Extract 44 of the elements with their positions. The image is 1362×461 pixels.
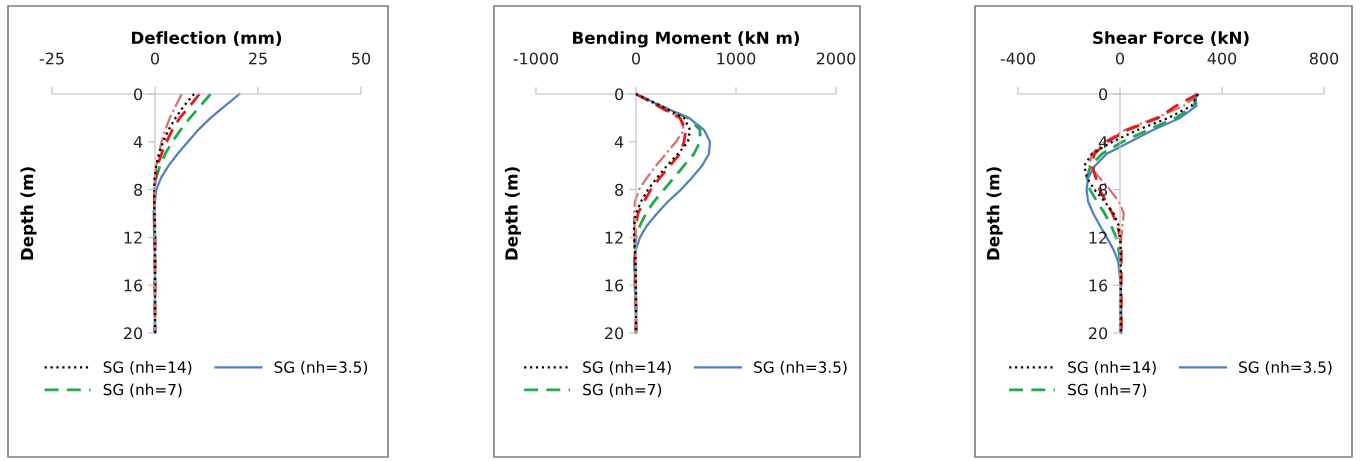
- y-tick-label: 12: [1089, 231, 1107, 244]
- legend-label: SG (nh=7): [1068, 383, 1147, 398]
- y-axis-title: Depth (m): [504, 167, 521, 260]
- y-tick-label: 8: [134, 183, 143, 196]
- y-tick-label: 8: [1099, 183, 1108, 196]
- y-tick-label: 16: [605, 279, 624, 292]
- x-tick-label: 0: [631, 52, 641, 65]
- x-tick-label: 800: [1309, 52, 1339, 65]
- legend-label: SG (nh=7): [583, 383, 662, 398]
- x-tick-label: 400: [1207, 52, 1237, 65]
- y-tick-label: 20: [124, 327, 143, 340]
- x-tick-label: -400: [1000, 52, 1036, 65]
- x-axis-title: Deflection (mm): [132, 31, 282, 47]
- x-tick-label: 0: [1115, 52, 1125, 65]
- y-tick-label: 12: [605, 231, 623, 244]
- y-tick-label: 4: [614, 136, 624, 148]
- y-axis-title: Depth (m): [20, 167, 37, 260]
- y-tick-label: 4: [133, 136, 143, 148]
- legend-label: SG (nh=14): [1068, 361, 1156, 375]
- legend-label: SG (nh=3.5): [1239, 361, 1332, 375]
- x-tick-label: -1000: [513, 52, 559, 65]
- x-tick-label: 50: [352, 52, 371, 65]
- x-tick-label: 2000: [816, 52, 856, 65]
- y-tick-label: 8: [615, 183, 624, 196]
- legend-label: SG (nh=7): [103, 383, 182, 398]
- y-tick-label: 0: [615, 88, 624, 101]
- y-axis-title: Depth (m): [986, 167, 1003, 260]
- legend-label: SG (nh=3.5): [274, 361, 368, 375]
- y-tick-label: 12: [124, 231, 142, 244]
- x-axis-title: Shear Force (kN): [1093, 31, 1249, 47]
- x-tick-label: 1000: [717, 52, 756, 65]
- y-tick-label: 0: [134, 88, 143, 101]
- x-axis-title: Bending Moment (kN m): [573, 31, 800, 48]
- y-tick-label: 20: [605, 327, 624, 340]
- legend-label: SG (nh=3.5): [754, 361, 847, 375]
- y-tick-label: 16: [124, 279, 143, 292]
- legend-label: SG (nh=14): [103, 361, 192, 375]
- y-tick-label: 20: [1089, 327, 1108, 340]
- y-tick-label: 16: [1089, 279, 1108, 292]
- y-tick-label: 0: [1099, 88, 1108, 101]
- legend-label: SG (nh=14): [583, 361, 671, 375]
- x-tick-label: 0: [150, 52, 160, 65]
- x-tick-label: -25: [39, 52, 64, 65]
- x-tick-label: 25: [249, 52, 267, 65]
